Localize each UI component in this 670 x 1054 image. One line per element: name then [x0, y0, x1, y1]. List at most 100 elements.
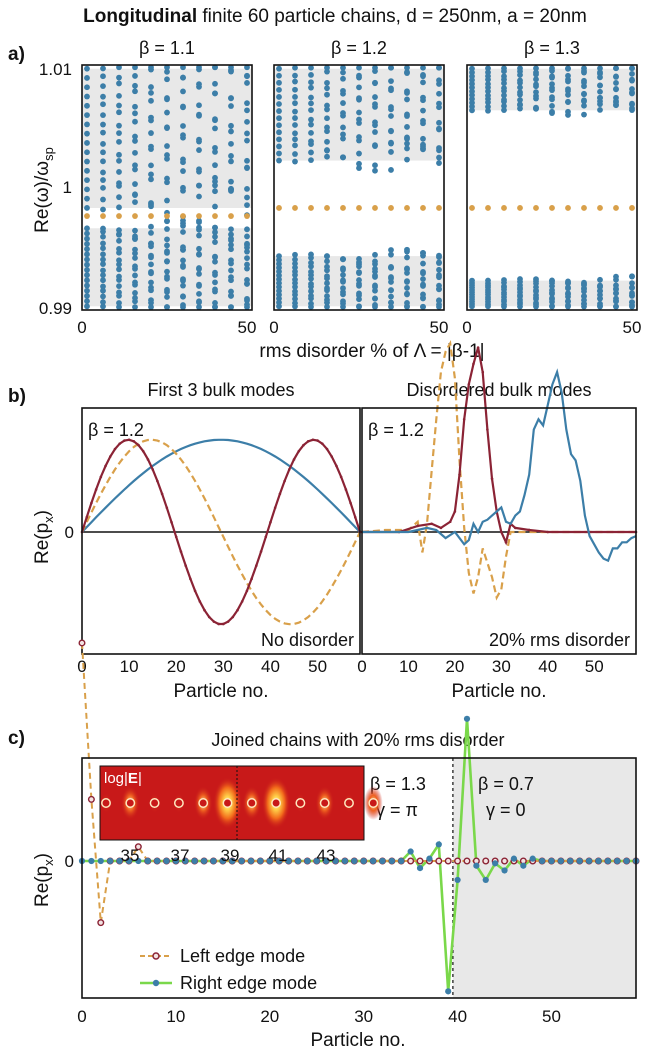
b-mode-point	[156, 479, 159, 483]
a-mode-point	[324, 273, 330, 280]
b-mode-point	[353, 516, 357, 519]
a-mode-point	[485, 92, 491, 99]
a-mode-point	[196, 224, 202, 231]
legend-right-marker	[152, 979, 160, 987]
c-right-mode-point	[426, 855, 433, 862]
a-mode-point	[116, 102, 122, 109]
a-mode-point	[212, 144, 218, 151]
a-mode-point	[308, 157, 314, 164]
a-mode-point	[228, 288, 234, 295]
b-frame-1	[81, 407, 361, 655]
b-mode-point	[250, 577, 253, 581]
c-right-mode-point	[510, 855, 518, 862]
a-xtick-2-0: 0	[269, 318, 278, 337]
b-mode-point	[198, 600, 202, 603]
a-mode-point	[388, 64, 394, 71]
b-xtick-2-30: 30	[492, 657, 511, 676]
a-mode-point	[565, 290, 571, 297]
a-mode-point	[100, 277, 106, 284]
c-right-mode-point	[567, 857, 574, 865]
a-mode-point	[436, 154, 442, 161]
b-annotation-2: β = 1.2	[368, 420, 424, 440]
a-mode-point	[132, 162, 138, 169]
a-edge-mode-point	[292, 205, 298, 211]
a-edge-mode-point	[597, 205, 603, 211]
a-mode-point	[501, 85, 507, 92]
a-mode-point	[388, 78, 394, 85]
a-mode-point	[549, 65, 555, 72]
a-mode-point	[180, 168, 186, 174]
a-mode-point	[228, 95, 234, 101]
a-mode-point	[613, 290, 619, 297]
c-right-mode-point	[313, 857, 320, 865]
b-mode-point	[527, 528, 531, 532]
a-mode-point	[324, 303, 330, 310]
b-mode-point	[255, 564, 258, 567]
a-mode-point	[212, 279, 218, 286]
a-mode-point	[324, 64, 330, 71]
a-mode-point	[100, 129, 106, 136]
a-mode-point	[581, 77, 587, 84]
a-edge-mode-point	[132, 213, 138, 219]
b-mode-point	[306, 440, 310, 443]
c-legend: Left edge mode Right edge mode	[140, 946, 317, 993]
c-xtick-0: 0	[77, 1007, 86, 1026]
a-edge-mode-point	[116, 213, 122, 219]
inset-tick-35: 35	[121, 846, 140, 865]
b-mode-curve-2-1	[361, 339, 636, 601]
a-mode-point	[212, 258, 218, 265]
a-mode-point	[485, 103, 491, 110]
a-xtick-3-50: 50	[623, 318, 642, 337]
c-right-mode-point	[548, 857, 555, 865]
a-mode-point	[148, 143, 154, 150]
a-mode-point	[132, 279, 138, 286]
panel-b-subplot-disordered: Disordered bulk modes β = 1.2 20% rms di…	[357, 339, 638, 702]
a-mode-point	[212, 303, 218, 310]
a-mode-point	[228, 122, 234, 129]
a-mode-point	[485, 69, 491, 76]
inset-label: log|E|	[104, 770, 142, 787]
a-mode-point	[196, 304, 202, 311]
a-mode-point	[212, 229, 218, 236]
a-mode-point	[372, 258, 378, 265]
b-mode-point	[85, 516, 89, 519]
b-mode-point	[476, 346, 480, 349]
a-mode-point	[100, 121, 106, 128]
a-mode-point	[276, 115, 282, 122]
a-edge-mode-point	[581, 205, 587, 211]
a-mode-point	[132, 166, 138, 173]
a-mode-point	[324, 124, 330, 131]
a-mode-point	[196, 265, 202, 271]
a-mode-point	[629, 70, 635, 77]
a-mode-point	[132, 118, 138, 125]
a-mode-point	[581, 65, 587, 72]
a-mode-point	[164, 218, 170, 224]
a-mode-point	[244, 281, 250, 287]
a-mode-point	[244, 165, 250, 171]
a-mode-point	[84, 75, 90, 81]
a-mode-point	[196, 102, 202, 109]
a-mode-point	[164, 64, 170, 71]
a-mode-point	[308, 149, 314, 156]
a-mode-point	[244, 226, 250, 233]
a-mode-point	[404, 285, 410, 291]
a-mode-point	[84, 158, 90, 165]
a-mode-point	[324, 263, 330, 270]
a-mode-point	[244, 261, 250, 268]
a-mode-point	[196, 290, 202, 297]
b-mode-point	[288, 468, 291, 471]
a-frame-2	[273, 64, 445, 311]
a-mode-point	[164, 109, 170, 116]
a-mode-point	[100, 303, 106, 310]
a-mode-point	[84, 256, 90, 263]
a-mode-point	[308, 116, 314, 123]
a-edge-mode-point	[404, 205, 410, 211]
a-mode-point	[597, 300, 603, 307]
a-mode-point	[565, 86, 571, 92]
a-mode-point	[292, 94, 298, 100]
a-mode-point	[100, 65, 106, 72]
a-mode-point	[308, 84, 314, 91]
a-mode-point	[116, 194, 122, 201]
a-edge-mode-point	[420, 205, 426, 211]
legend-left-label: Left edge mode	[180, 946, 305, 966]
